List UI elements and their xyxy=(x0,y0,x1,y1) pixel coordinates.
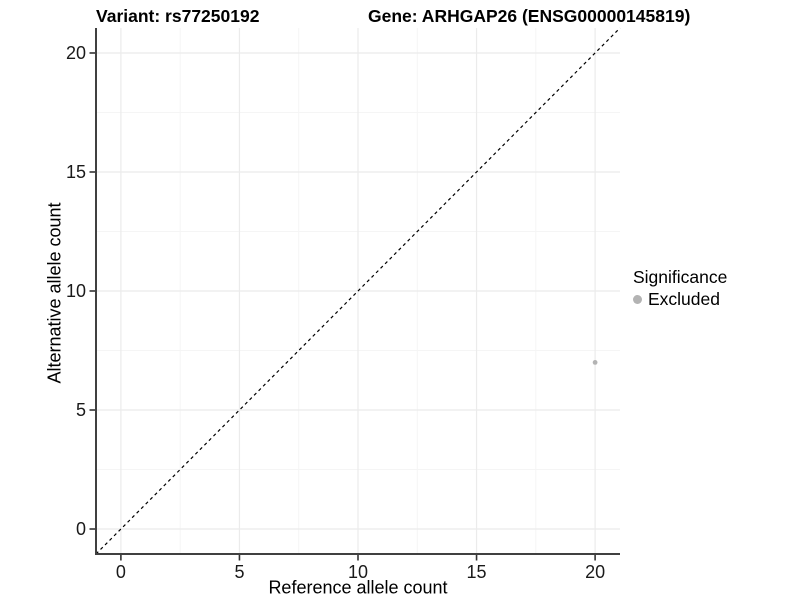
legend: Significance Excluded xyxy=(633,267,727,310)
legend-item-excluded: Excluded xyxy=(633,289,727,310)
axis-lines xyxy=(95,28,620,555)
y-tick-label: 20 xyxy=(66,43,86,63)
plot-title-gene: Gene: ARHGAP26 (ENSG00000145819) xyxy=(368,6,691,26)
x-tick-label: 0 xyxy=(116,562,126,582)
x-tick-label: 10 xyxy=(348,562,368,582)
legend-point-icon xyxy=(633,295,642,304)
data-point xyxy=(592,360,598,365)
legend-item-label: Excluded xyxy=(648,289,720,309)
x-tick-label: 5 xyxy=(234,562,244,582)
plot-title-variant: Variant: rs77250192 xyxy=(96,6,260,26)
x-tick-label: 20 xyxy=(585,562,605,582)
x-axis-title: Reference allele count xyxy=(268,577,448,598)
axis-ticks xyxy=(89,52,596,561)
y-tick-label: 0 xyxy=(76,519,86,539)
y-tick-label: 10 xyxy=(66,281,86,301)
major-gridlines xyxy=(96,28,620,554)
tick-labels: 0 5 10 15 20 0 5 10 15 20 xyxy=(66,43,605,582)
y-tick-label: 15 xyxy=(66,162,86,182)
y-tick-label: 5 xyxy=(76,400,86,420)
y-axis-title: Alternative allele count xyxy=(44,202,65,384)
x-tick-label: 15 xyxy=(467,562,487,582)
legend-title: Significance xyxy=(633,267,728,287)
identity-reference-line xyxy=(95,27,621,555)
data-points xyxy=(592,360,598,365)
